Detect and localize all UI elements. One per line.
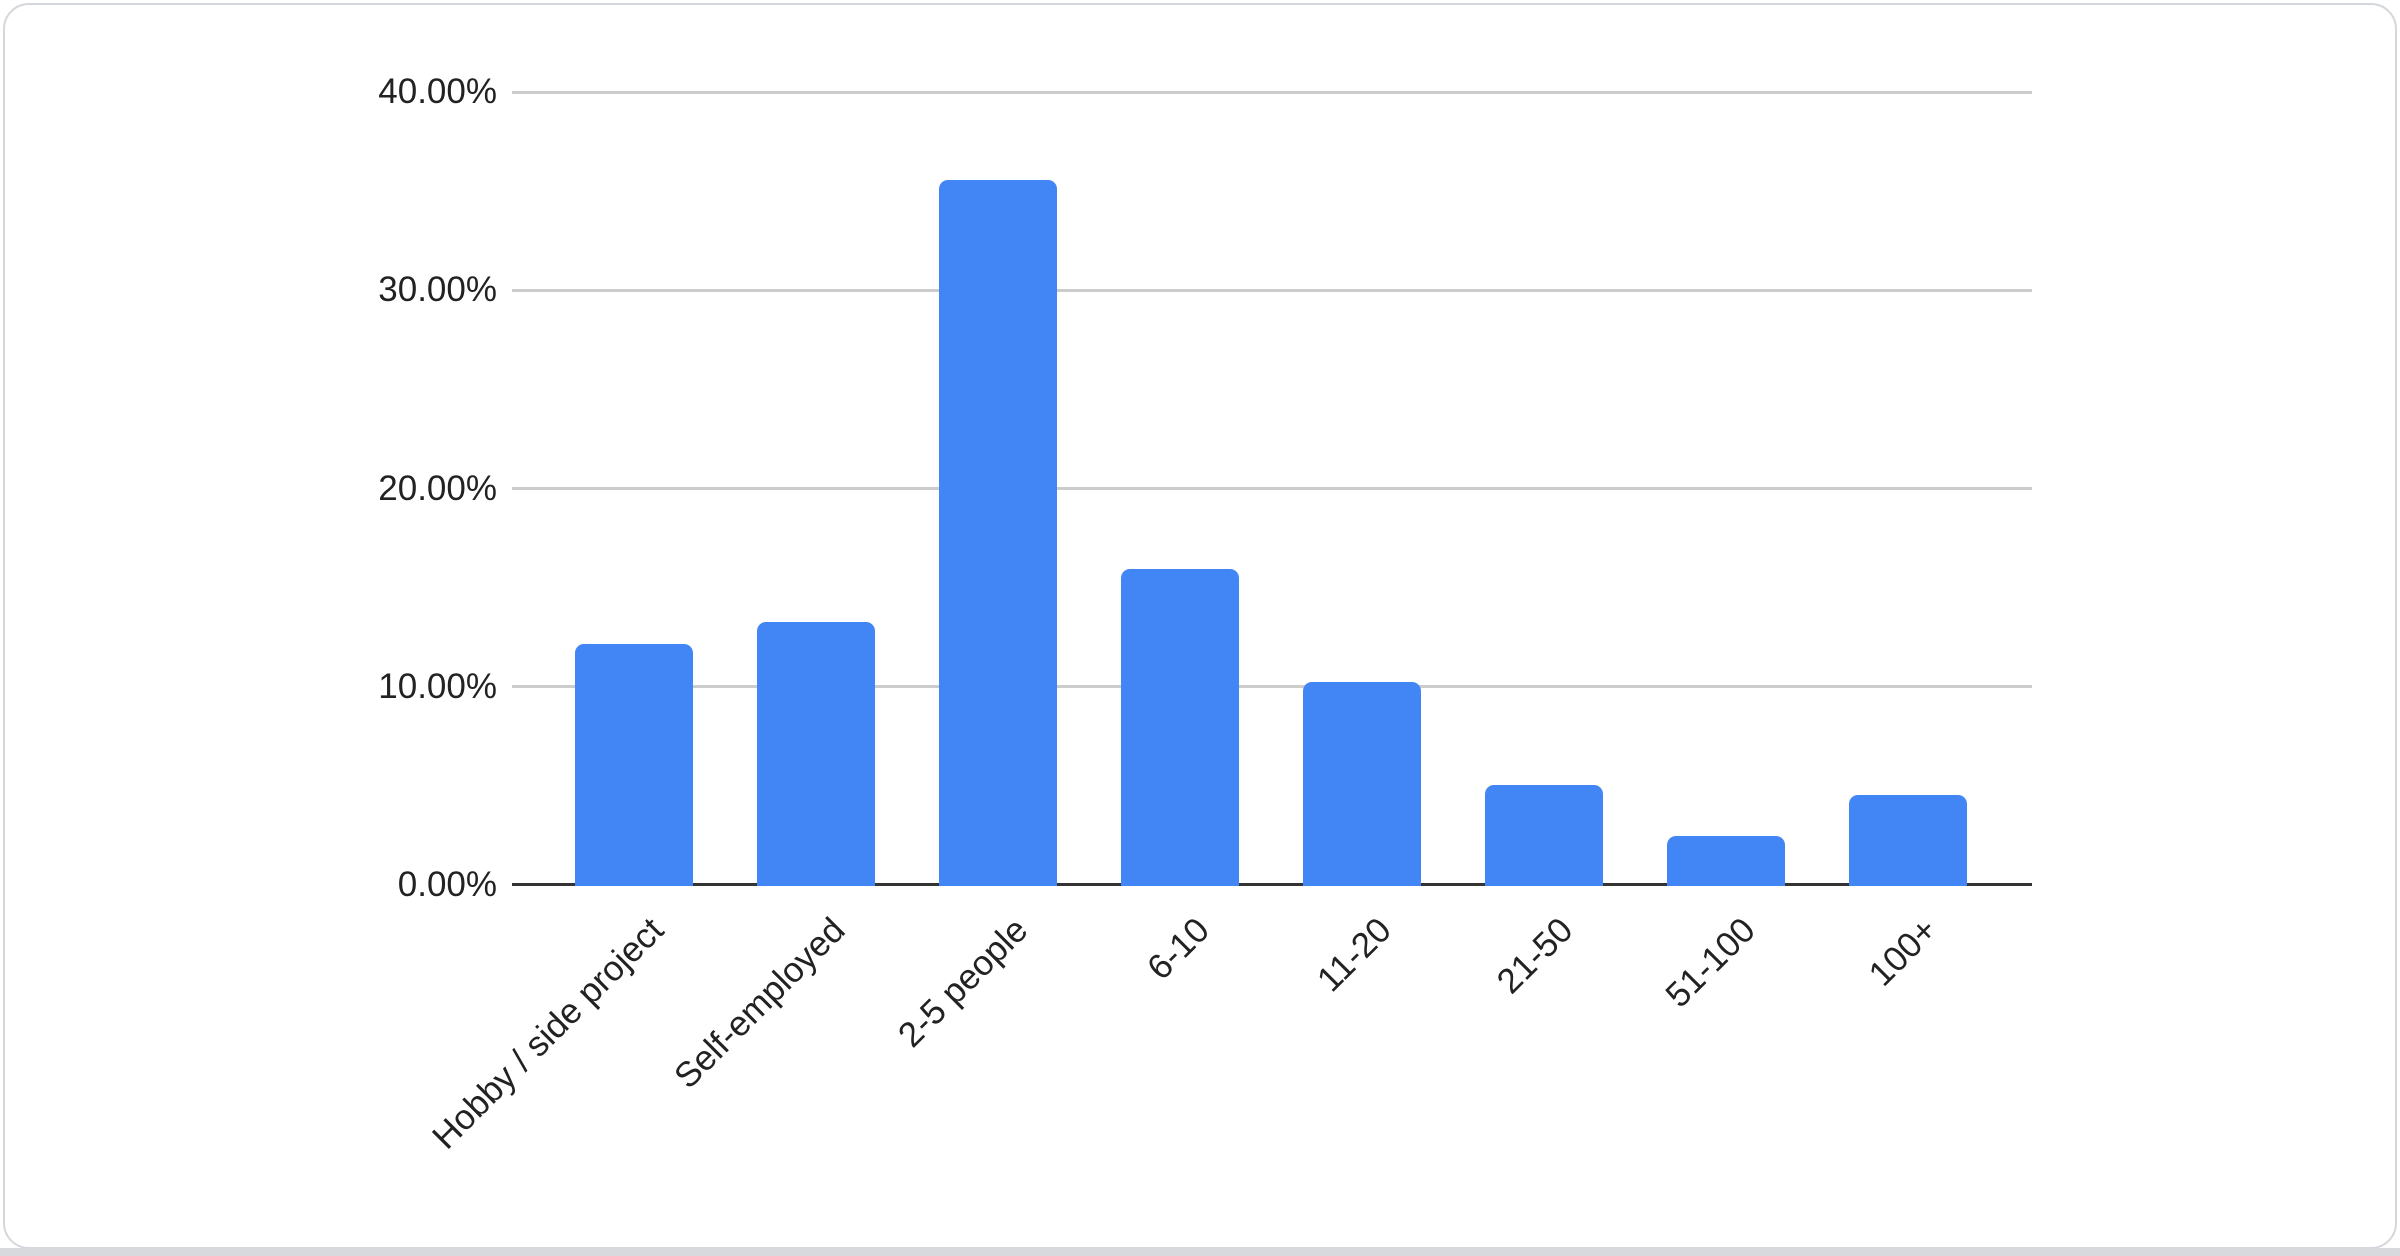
y-tick-label-20: 20.00% xyxy=(378,468,497,508)
bar-hobby-side-project[interactable] xyxy=(575,644,693,886)
x-category-label-text: Hobby / side project xyxy=(424,910,671,1157)
bar-21-50[interactable] xyxy=(1485,784,1603,886)
gridline-10 xyxy=(512,685,2032,689)
gridline-30 xyxy=(512,288,2032,292)
y-tick-label-0: 0.00% xyxy=(397,865,497,904)
x-category-label-text: 11-20 xyxy=(1309,910,1399,1000)
y-tick-label-40: 40.00% xyxy=(378,72,497,111)
gridline-40 xyxy=(512,90,2032,94)
page-bottom-edge xyxy=(0,1248,2400,1256)
bar-100[interactable] xyxy=(1849,794,1967,886)
x-category-label-text: 2-5 people xyxy=(890,910,1035,1055)
x-category-label-text: 100+ xyxy=(1861,910,1945,994)
x-axis-line xyxy=(512,883,2032,886)
y-tick-label-30: 30.00% xyxy=(378,270,497,310)
bar-51-100[interactable] xyxy=(1667,836,1785,886)
x-category-label-text: 51-100 xyxy=(1658,910,1763,1015)
bar-self-employed[interactable] xyxy=(757,622,875,886)
gridline-20 xyxy=(512,487,2032,490)
x-category-label-text: 21-50 xyxy=(1489,910,1581,1002)
bar-11-20[interactable] xyxy=(1303,681,1421,886)
x-category-label-text: Self-employed xyxy=(667,910,853,1097)
bar-2-5-people[interactable] xyxy=(939,180,1057,886)
bar-6-10[interactable] xyxy=(1121,568,1239,886)
x-category-label-text: 6-10 xyxy=(1139,910,1217,988)
y-tick-label-10: 10.00% xyxy=(378,666,497,706)
